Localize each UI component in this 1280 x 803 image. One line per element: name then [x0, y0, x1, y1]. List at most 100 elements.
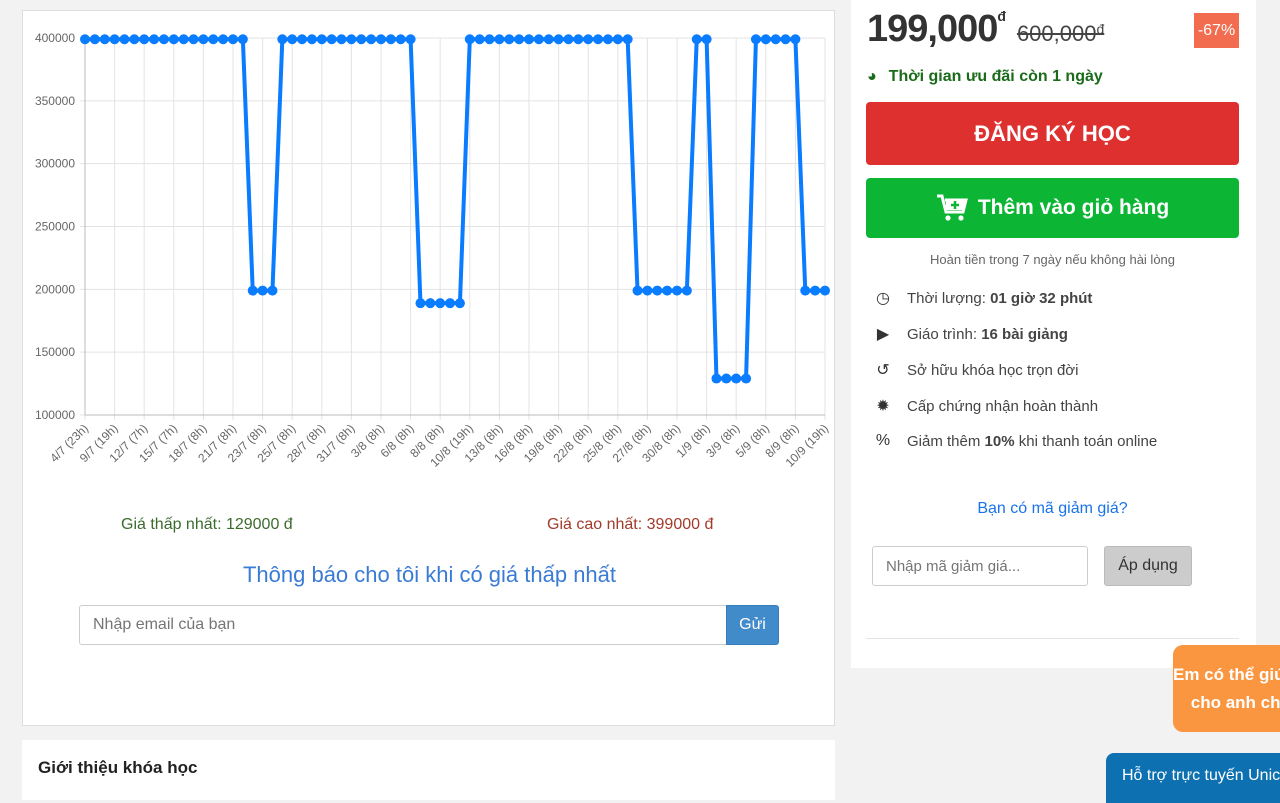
data-point: [533, 34, 544, 45]
feature-label: Sở hữu khóa học trọn đời: [907, 361, 1079, 379]
data-point: [385, 34, 396, 45]
data-point: [553, 34, 564, 45]
apply-coupon-button[interactable]: Áp dụng: [1104, 546, 1192, 586]
data-point: [524, 34, 534, 45]
data-point: [681, 285, 692, 296]
data-point: [652, 285, 663, 296]
data-point: [405, 34, 416, 45]
data-point: [741, 373, 752, 384]
data-point: [287, 34, 298, 45]
min-price-label: Giá thấp nhất: 129000 đ: [121, 516, 293, 533]
old-price: 600,000đ: [1017, 21, 1104, 47]
y-tick-label: 100000: [35, 408, 75, 422]
data-point: [158, 34, 169, 45]
data-point: [484, 34, 495, 45]
chat-bubble[interactable]: Em có thể giúp gì cho anh chị: [1173, 645, 1280, 732]
data-point: [672, 285, 682, 296]
data-point: [770, 34, 781, 45]
data-point: [543, 34, 554, 45]
price-line: [85, 37, 825, 381]
data-point: [415, 298, 426, 309]
data-point: [662, 285, 673, 296]
data-point: [622, 34, 633, 45]
data-point: [346, 34, 357, 45]
data-point: [810, 285, 821, 296]
data-point: [691, 34, 702, 45]
dashboard-icon: ◕: [867, 68, 877, 85]
feature-rest: khi thanh toán online: [1014, 432, 1158, 450]
data-point: [188, 34, 199, 45]
price-history-chart: 100000 150000 200000 250000 300000 350000 4000…: [35, 31, 831, 470]
chat-bubble-line: cho anh chị: [1190, 693, 1280, 712]
data-point: [99, 34, 110, 45]
add-to-cart-button[interactable]: Thêm vào giỏ hàng: [866, 178, 1239, 238]
y-tick-label: 350000: [35, 94, 75, 108]
data-point: [760, 34, 771, 45]
data-point: [790, 34, 801, 45]
feature-label: Giáo trình:: [907, 325, 982, 343]
data-point: [445, 298, 456, 309]
feature-label: Thời lượng:: [907, 289, 991, 307]
data-point: [494, 34, 505, 45]
data-point: [593, 34, 604, 45]
data-point: [642, 285, 653, 296]
data-point: [514, 34, 525, 45]
data-point: [701, 34, 712, 45]
data-point: [109, 34, 120, 45]
data-point: [119, 34, 130, 45]
data-point: [267, 285, 278, 296]
feature-item: ▶ Giáo trình: 16 bài giảng: [873, 324, 1068, 344]
feature-bold: 16 bài giảng: [981, 325, 1068, 343]
data-point: [632, 285, 643, 296]
coupon-link[interactable]: Bạn có mã giảm giá?: [977, 500, 1128, 517]
online-support-button[interactable]: Hỗ trợ trực tuyến Unica: [1106, 753, 1280, 803]
history-icon: ↺: [876, 362, 890, 379]
discount-badge: -67%: [1194, 13, 1239, 48]
data-point: [149, 34, 160, 45]
current-price: 199,000đ: [867, 8, 1006, 51]
price-history-card: 100000 150000 200000 250000 300000 350000 4000…: [22, 10, 835, 726]
y-tick-label: 250000: [35, 220, 75, 234]
send-button[interactable]: Gửi: [726, 605, 779, 645]
data-point: [356, 34, 367, 45]
data-point: [612, 34, 623, 45]
data-point: [563, 34, 574, 45]
data-point: [376, 34, 386, 45]
feature-text: Giảm thêm 10% khi thanh toán online: [907, 433, 1157, 450]
data-point: [306, 34, 317, 45]
y-tick-label: 150000: [35, 345, 75, 359]
data-point: [750, 34, 761, 45]
data-point: [257, 285, 268, 296]
price-value: 199,000: [867, 8, 998, 50]
timer-text: Thời gian ưu đãi còn 1 ngày: [888, 68, 1103, 85]
coupon-input[interactable]: [872, 546, 1088, 586]
percent-icon: %: [875, 432, 891, 449]
feature-item: % Giảm thêm 10% khi thanh toán online: [873, 432, 1157, 450]
data-point: [168, 34, 179, 45]
feature-label: Giảm thêm: [907, 432, 985, 450]
data-point: [89, 34, 100, 45]
data-point: [80, 34, 90, 45]
data-point: [504, 34, 515, 45]
data-point: [454, 298, 465, 309]
currency: đ: [997, 8, 1006, 24]
data-point: [178, 34, 189, 45]
feature-label: Cấp chứng nhận hoàn thành: [907, 397, 1099, 415]
register-button[interactable]: ĐĂNG KÝ HỌC: [866, 102, 1239, 165]
data-point: [198, 34, 209, 45]
y-tick-label: 300000: [35, 157, 75, 171]
feature-item: ◷ Thời lượng: 01 giờ 32 phút: [873, 288, 1092, 308]
email-input[interactable]: [79, 605, 727, 645]
feature-bold: 01 giờ 32 phút: [990, 289, 1093, 307]
play-icon: ▶: [876, 326, 890, 343]
feature-text: Cấp chứng nhận hoàn thành: [907, 398, 1098, 415]
certificate-icon: ✹: [876, 398, 890, 415]
data-point: [297, 34, 308, 45]
currency: đ: [1096, 21, 1105, 37]
y-tick-label: 400000: [35, 31, 75, 45]
data-point: [326, 34, 337, 45]
data-point: [139, 34, 150, 45]
clock-icon: ◷: [876, 290, 890, 307]
data-point: [602, 34, 613, 45]
data-point: [218, 34, 229, 45]
